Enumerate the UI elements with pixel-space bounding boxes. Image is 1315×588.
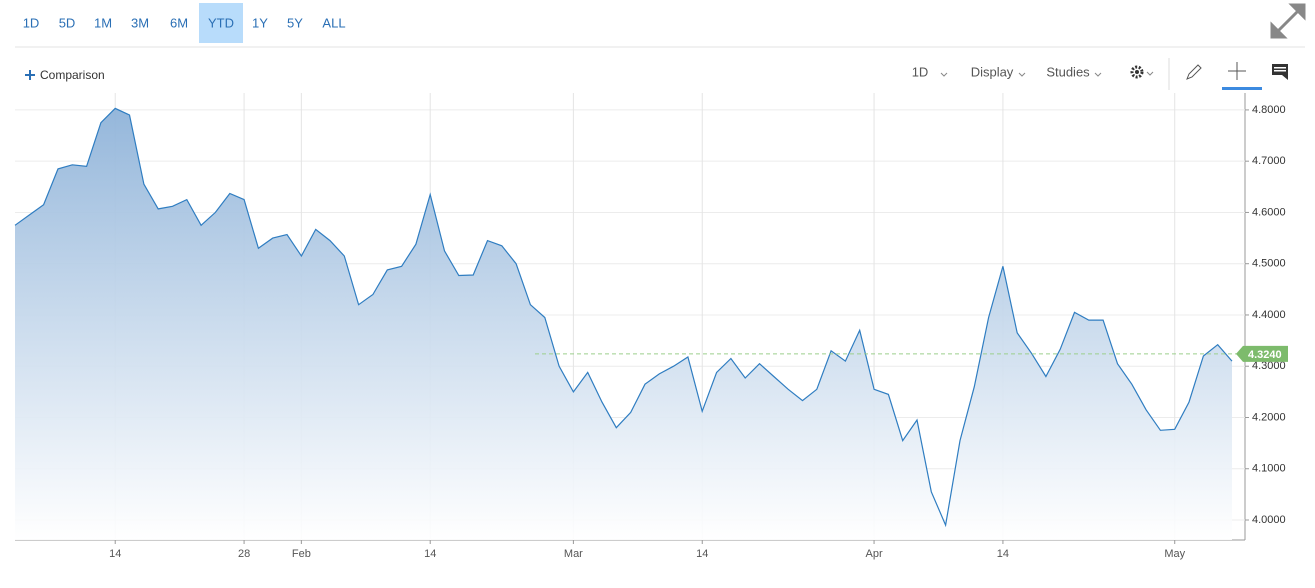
dropdown-caret: [1018, 72, 1026, 77]
y-tick-label: 4.6000: [1252, 206, 1286, 218]
crosshair-icon[interactable]: [1228, 62, 1246, 80]
y-tick-label: 4.3000: [1252, 360, 1286, 372]
control-button[interactable]: Studies: [1046, 64, 1090, 79]
last-value-tag: [1236, 345, 1288, 362]
last-value-label: 4.3240: [1248, 349, 1282, 361]
x-tick-label: Mar: [564, 548, 583, 560]
range-button[interactable]: 1Y: [252, 15, 268, 30]
x-tick-label: 14: [424, 548, 436, 560]
range-button[interactable]: 1M: [94, 15, 112, 30]
range-button[interactable]: 5D: [59, 15, 76, 30]
y-tick-label: 4.0000: [1252, 514, 1286, 526]
x-tick-label: Feb: [292, 548, 311, 560]
range-button[interactable]: 5Y: [287, 15, 303, 30]
comment-icon[interactable]: [1272, 64, 1288, 80]
y-tick-label: 4.7000: [1252, 155, 1286, 167]
y-tick-label: 4.8000: [1252, 104, 1286, 116]
x-tick-label: May: [1164, 548, 1185, 560]
area-fill: [15, 108, 1232, 541]
y-tick-label: 4.5000: [1252, 258, 1286, 270]
x-tick-label: 14: [109, 548, 121, 560]
draw-icon[interactable]: [1186, 64, 1202, 80]
range-button[interactable]: YTD: [208, 15, 234, 30]
y-tick-label: 4.1000: [1252, 463, 1286, 475]
y-tick-label: 4.2000: [1252, 411, 1286, 423]
expand-icon[interactable]: [1270, 3, 1306, 39]
y-tick-label: 4.4000: [1252, 309, 1286, 321]
comparison-plus[interactable]: [25, 70, 35, 80]
gear-icon[interactable]: [1130, 65, 1154, 79]
range-button[interactable]: 6M: [170, 15, 188, 30]
range-button[interactable]: 1D: [23, 15, 40, 30]
price-line: [14, 107, 1233, 528]
comparison-button[interactable]: Comparison: [40, 68, 105, 82]
x-tick-label: 28: [238, 548, 250, 560]
x-tick-label: 14: [696, 548, 708, 560]
range-button[interactable]: 3M: [131, 15, 149, 30]
dropdown-caret: [1094, 72, 1102, 77]
range-button[interactable]: ALL: [322, 15, 345, 30]
control-button[interactable]: 1D: [912, 64, 929, 79]
x-tick-label: 14: [997, 548, 1009, 560]
range-selected: [199, 3, 243, 43]
control-button[interactable]: Display: [971, 64, 1014, 79]
x-tick-label: Apr: [865, 548, 882, 560]
active-indicator: [1222, 87, 1262, 90]
dropdown-caret: [940, 72, 948, 77]
